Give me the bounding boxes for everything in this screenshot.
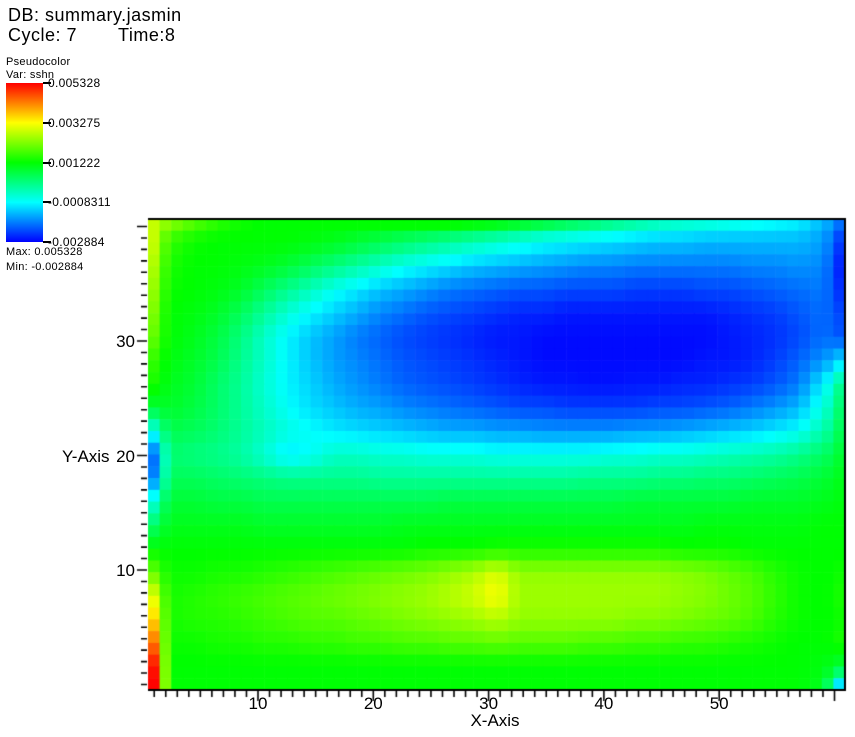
x-tick-label: 40 <box>594 694 614 713</box>
legend-title: Pseudocolor <box>6 56 71 68</box>
colorbar-tick <box>43 121 51 124</box>
x-axis-title: X-Axis <box>470 711 520 730</box>
colorbar-tick-label: -0.0008311 <box>48 195 111 209</box>
x-tick-label: 10 <box>248 694 268 713</box>
colorbar-tick <box>43 241 51 243</box>
x-tick-label: 50 <box>709 694 729 713</box>
colorbar <box>6 82 51 243</box>
y-tick-label: 10 <box>116 561 135 580</box>
y-tick-label: 20 <box>116 446 135 466</box>
time-label: Time:8 <box>118 25 176 45</box>
legend-max-label: Max: 0.005328 <box>6 246 83 258</box>
cycle-label: Cycle: 7 <box>8 25 78 45</box>
legend-variable-label: Var: sshn <box>6 69 55 81</box>
x-tick-label: 20 <box>363 694 383 713</box>
colorbar-tick-label: 0.003275 <box>48 116 101 130</box>
legend-min-label: Min: -0.002884 <box>6 261 84 273</box>
y-tick-label: 30 <box>116 332 135 351</box>
database-label: DB: summary.jasmin <box>8 5 182 25</box>
colorbar-tick <box>43 161 51 164</box>
colorbar-tick-label: 0.001222 <box>48 156 101 170</box>
x-tick-label: 30 <box>479 694 499 713</box>
colorbar-tick-label: 0.005328 <box>48 76 101 90</box>
colorbar-tick <box>43 201 51 204</box>
colorbar-tick <box>43 82 51 84</box>
y-axis-title: Y-Axis <box>62 447 110 466</box>
colorbar-tick-label: -0.002884 <box>48 235 105 249</box>
